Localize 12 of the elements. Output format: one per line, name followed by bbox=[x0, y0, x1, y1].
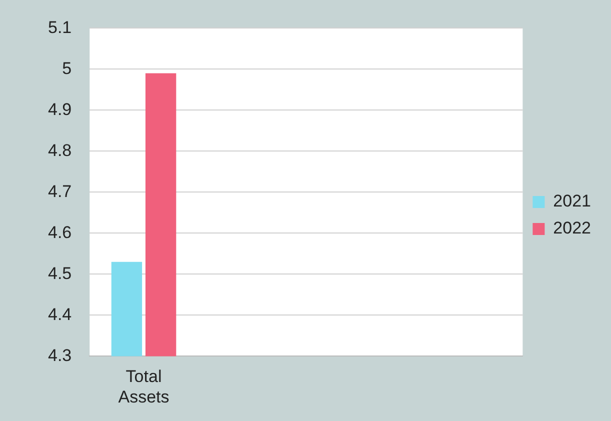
y-tick-label: 4.8 bbox=[48, 140, 72, 160]
y-tick-label: 4.9 bbox=[48, 100, 72, 119]
legend-label: 2021 bbox=[553, 192, 592, 211]
y-tick-label: 5 bbox=[62, 58, 72, 78]
y-tick-label: 4.7 bbox=[48, 182, 72, 201]
y-tick-label: 4.4 bbox=[48, 304, 72, 324]
y-tick-label: 4.5 bbox=[48, 264, 72, 283]
legend-label: 2022 bbox=[553, 218, 592, 238]
x-tick-label: Total Assets bbox=[118, 367, 170, 406]
y-tick-label: 5.1 bbox=[48, 18, 72, 37]
y-tick-label: 4.3 bbox=[48, 346, 72, 365]
y-tick-label: 4.6 bbox=[48, 222, 72, 242]
